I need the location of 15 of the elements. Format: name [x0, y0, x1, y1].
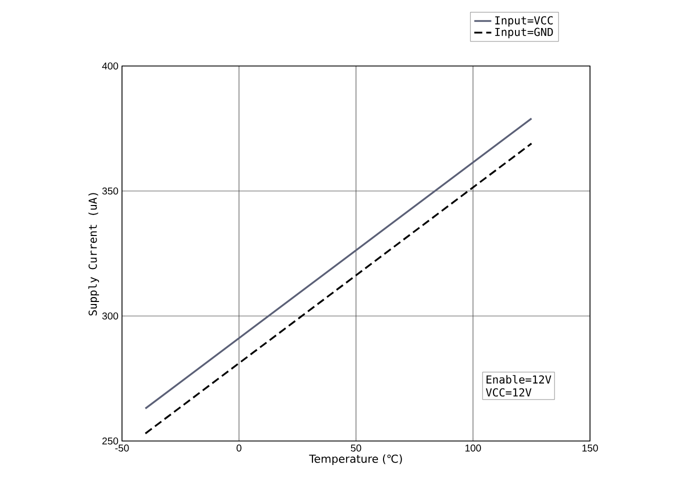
legend-label: Input=GND — [495, 28, 553, 38]
y-axis-title: Supply Current (uA) — [88, 193, 100, 316]
y-tick-label: 250 — [102, 437, 118, 445]
x-tick-label: 150 — [582, 444, 598, 452]
legend-label: Input=VCC — [495, 16, 553, 27]
y-tick-label: 400 — [102, 62, 118, 70]
x-tick-label: 50 — [350, 444, 362, 452]
annotation: Enable=12V — [486, 375, 552, 384]
x-tick-label: 100 — [465, 444, 481, 452]
y-tick-label: 350 — [102, 187, 118, 195]
x-axis-title: Temperature (℃) — [309, 454, 402, 466]
x-tick-label: 0 — [236, 444, 242, 452]
annotation: VCC=12V — [486, 388, 532, 397]
x-tick-label: -50 — [115, 444, 129, 452]
y-tick-label: 300 — [102, 312, 118, 320]
